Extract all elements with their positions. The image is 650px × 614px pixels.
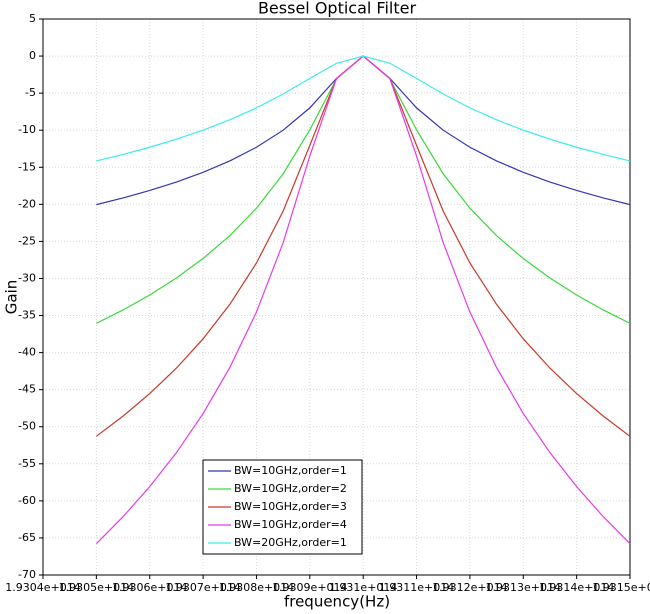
y-tick-label: -55 — [18, 457, 36, 470]
x-tick-label: 1.931e+014 — [329, 581, 397, 594]
y-tick-label: -30 — [18, 271, 36, 284]
y-tick-label: -15 — [18, 160, 36, 173]
y-tick-label: -60 — [18, 494, 36, 507]
x-tick-label: 1.9307e+014 — [165, 581, 240, 594]
series-line — [96, 55, 631, 162]
chart-title: Bessel Optical Filter — [258, 0, 417, 18]
legend-label: BW=10GHz,order=4 — [234, 518, 347, 531]
x-tick-label: 1.9311e+014 — [379, 581, 454, 594]
x-tick-label: 1.9305e+014 — [59, 581, 134, 594]
legend-label: BW=10GHz,order=2 — [234, 482, 347, 495]
x-tick-label: 1.9313e+014 — [486, 581, 561, 594]
legend-label: BW=10GHz,order=3 — [234, 500, 347, 513]
x-axis-label: frequency(Hz) — [284, 593, 390, 611]
y-tick-label: -40 — [18, 346, 36, 359]
y-tick-label: -5 — [25, 86, 36, 99]
y-tick-label: 5 — [29, 12, 36, 25]
x-tick-label: 1.9312e+014 — [432, 581, 507, 594]
legend-label: BW=10GHz,order=1 — [234, 464, 347, 477]
y-tick-label: -45 — [18, 383, 36, 396]
y-axis-label: Gain — [3, 280, 21, 315]
legend-label: BW=20GHz,order=1 — [234, 536, 347, 549]
x-tick-label: 1.9304e+014 — [5, 581, 80, 594]
x-tick-label: 1.9315e+014 — [592, 581, 650, 594]
y-tick-label: 0 — [29, 49, 36, 62]
plot-frame — [42, 18, 631, 576]
x-tick-label: 1.9306e+014 — [112, 581, 187, 594]
y-tick-label: -50 — [18, 420, 36, 433]
x-tick-label: 1.9309e+014 — [272, 581, 347, 594]
y-tick-label: -10 — [18, 123, 36, 136]
y-tick-label: -70 — [18, 568, 36, 581]
y-tick-label: -25 — [18, 234, 36, 247]
y-tick-label: -20 — [18, 197, 36, 210]
x-tick-label: 1.9314e+014 — [539, 581, 614, 594]
y-tick-label: -65 — [18, 531, 36, 544]
y-tick-label: -35 — [18, 309, 36, 322]
x-tick-label: 1.9308e+014 — [219, 581, 294, 594]
legend: BW=10GHz,order=1 BW=10GHz,order=2 BW=10GHz… — [202, 459, 363, 555]
